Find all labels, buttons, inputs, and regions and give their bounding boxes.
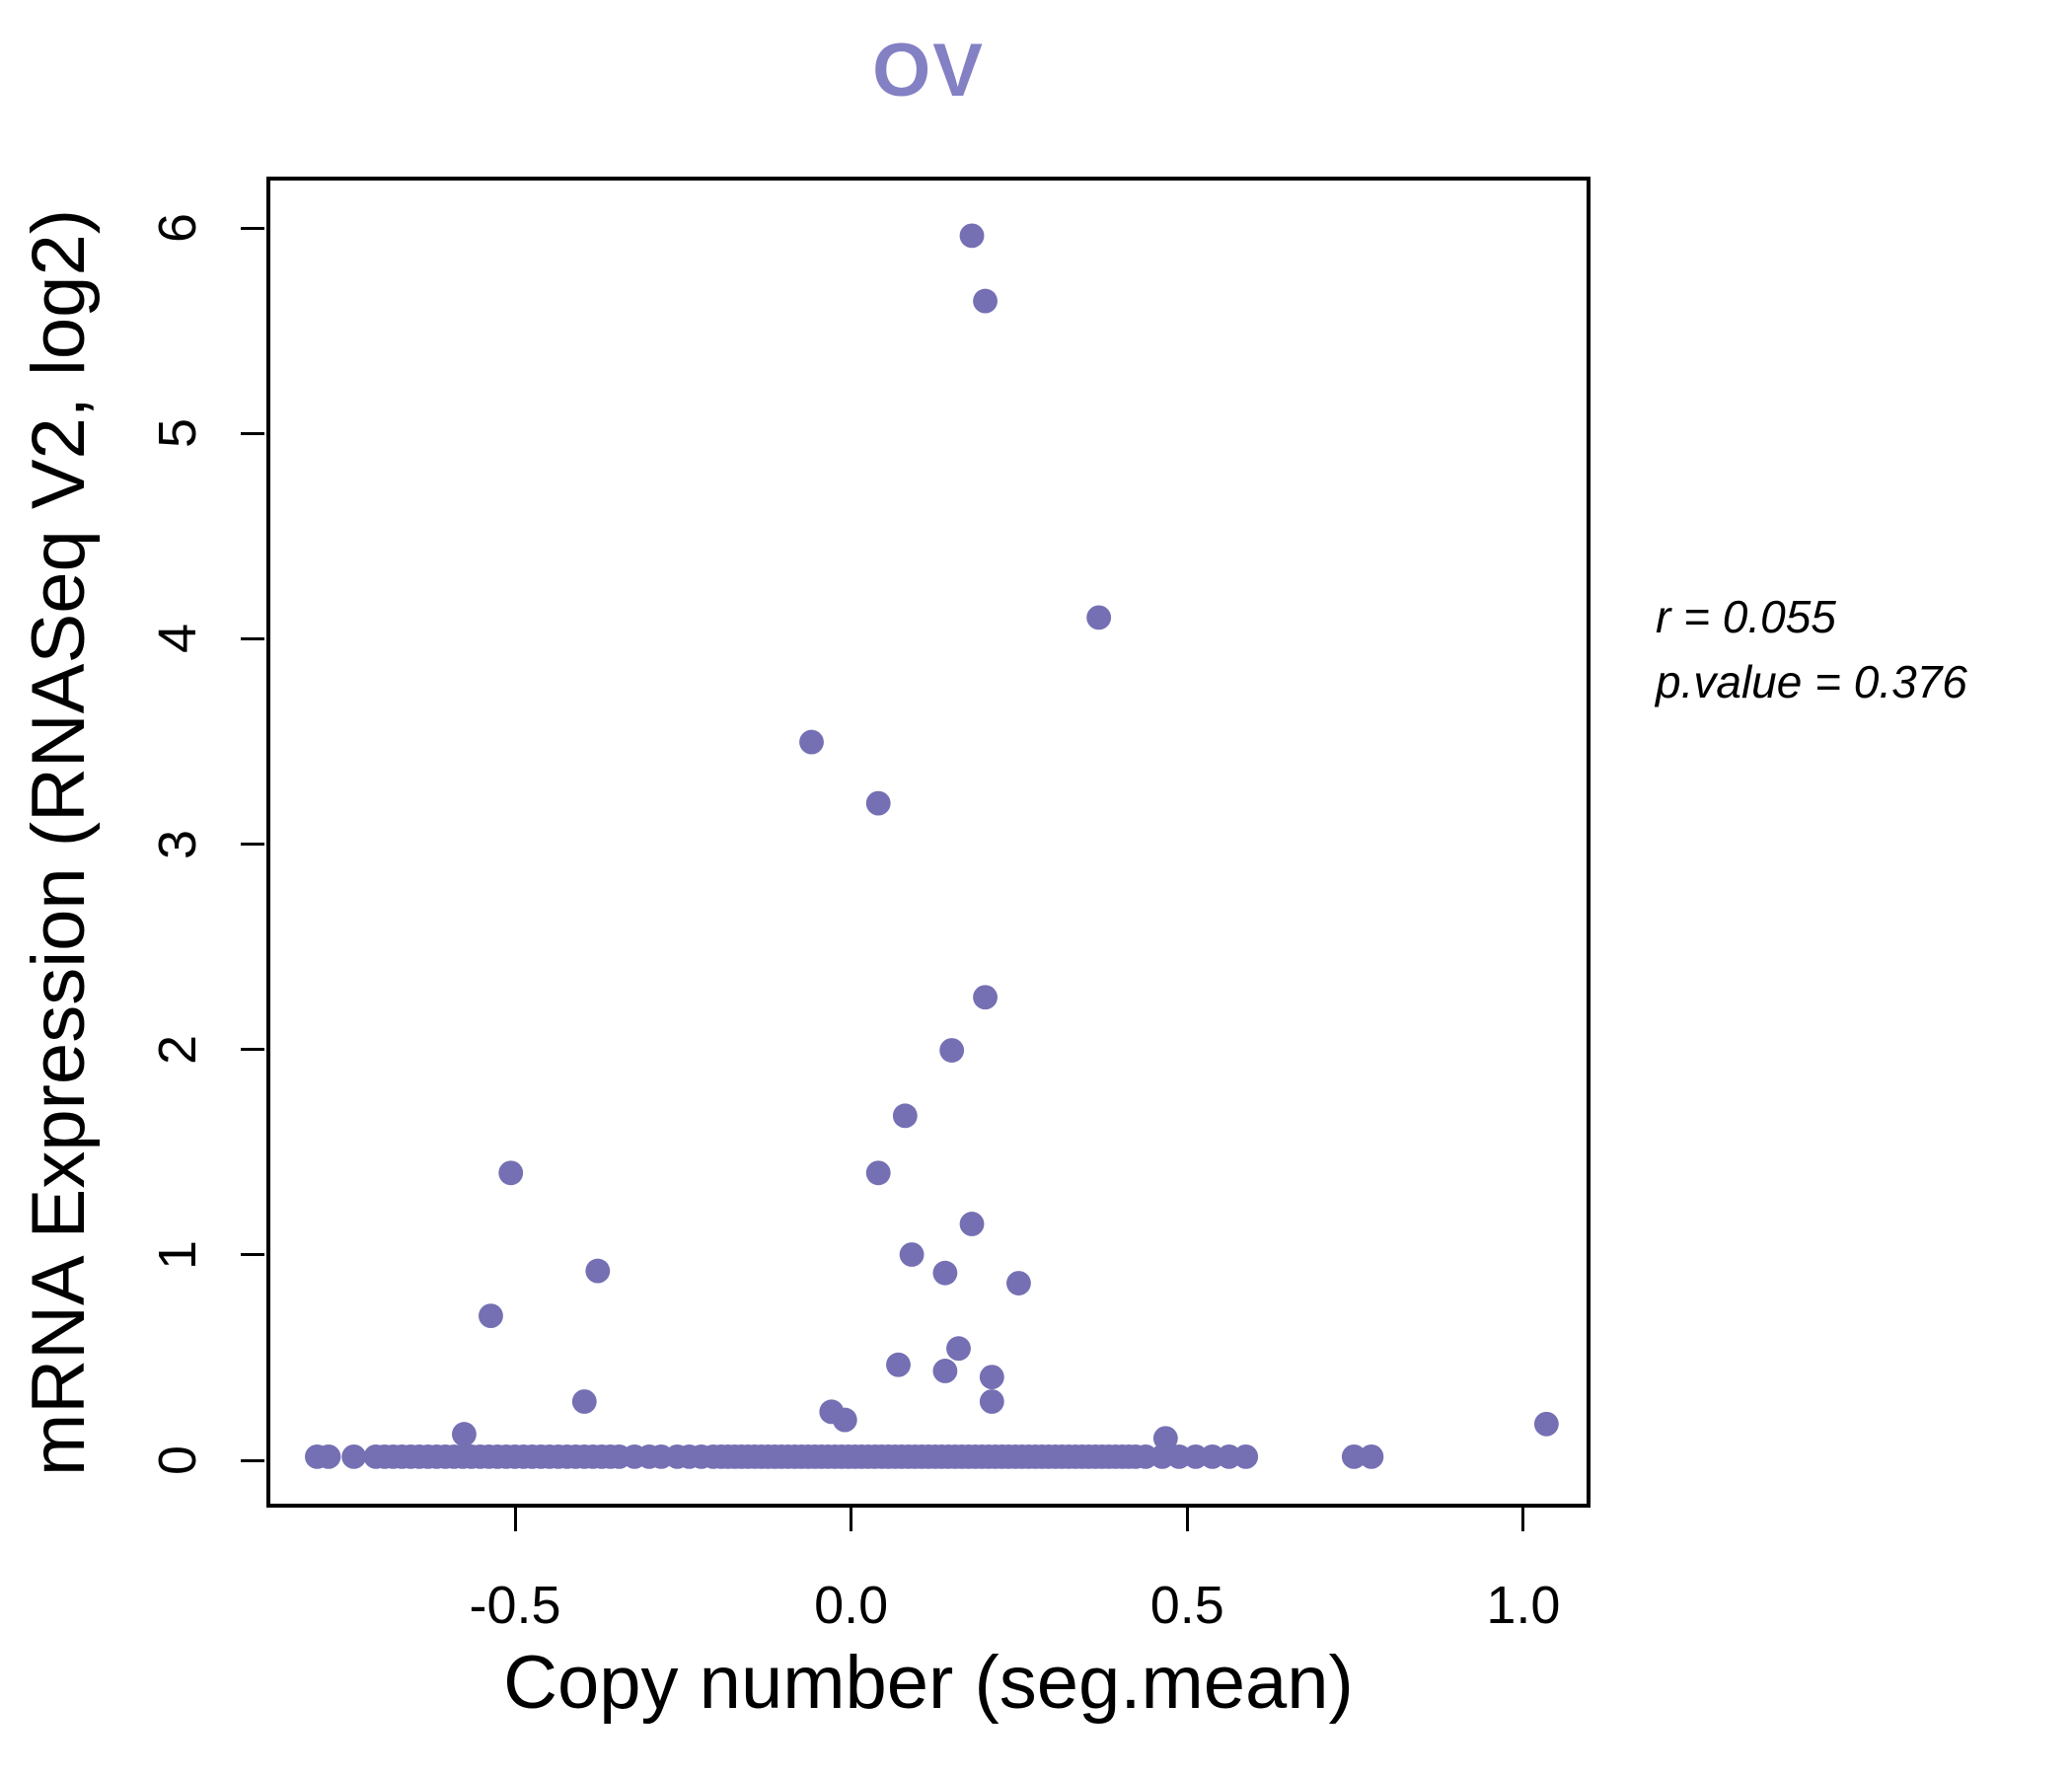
x-tick-label: -0.5 — [469, 1576, 561, 1635]
y-tick-mark — [241, 1048, 264, 1052]
data-point — [892, 1103, 918, 1129]
p-value-text: p.value = 0.376 — [1656, 656, 1967, 707]
data-point — [939, 1038, 965, 1063]
data-point — [979, 1389, 1004, 1414]
data-point — [959, 1212, 985, 1236]
x-tick-label: 1.0 — [1486, 1576, 1561, 1635]
y-tick-label: 3 — [148, 829, 207, 859]
y-tick-mark — [241, 1253, 264, 1257]
data-point — [316, 1443, 341, 1469]
data-point — [959, 223, 985, 249]
data-point — [1341, 1443, 1367, 1469]
x-tick-mark — [850, 1508, 853, 1531]
x-tick-label: 0.0 — [814, 1576, 889, 1635]
data-point — [799, 729, 824, 755]
data-point — [979, 1365, 1004, 1390]
correlation-annotation: r = 0.055 p.value = 0.376 — [1656, 584, 1967, 714]
data-point — [973, 288, 998, 314]
data-point — [1533, 1411, 1559, 1437]
y-tick-mark — [241, 431, 264, 435]
data-point — [865, 790, 891, 816]
data-point — [899, 1242, 925, 1267]
data-point — [341, 1443, 367, 1469]
scatter-canvas — [304, 223, 1559, 1469]
x-tick-mark — [513, 1508, 517, 1531]
x-tick-label: 0.5 — [1149, 1576, 1224, 1635]
data-point — [1149, 1443, 1175, 1469]
y-tick-mark — [241, 1458, 264, 1462]
y-tick-label: 0 — [148, 1445, 207, 1476]
x-tick-mark — [1521, 1508, 1525, 1531]
x-axis-label: Copy number (seg.mean) — [503, 1641, 1354, 1725]
data-point — [932, 1359, 958, 1383]
plot-area — [266, 177, 1591, 1508]
data-point — [1086, 605, 1112, 630]
data-point — [932, 1260, 958, 1286]
y-tick-label: 1 — [148, 1239, 207, 1270]
data-point — [571, 1389, 597, 1414]
x-tick-mark — [1185, 1508, 1189, 1531]
data-point — [1006, 1271, 1031, 1295]
data-point — [946, 1336, 971, 1362]
data-point — [1152, 1426, 1178, 1451]
r-value-text: r = 0.055 — [1656, 591, 1836, 642]
data-point — [886, 1352, 911, 1377]
y-tick-label: 5 — [148, 418, 207, 449]
data-point — [1359, 1443, 1384, 1469]
data-point — [479, 1303, 503, 1329]
y-tick-mark — [241, 843, 264, 847]
y-tick-mark — [241, 636, 264, 640]
data-point — [585, 1258, 611, 1284]
y-axis-label: mRNA Expression (RNASeq V2, log2) — [17, 208, 101, 1477]
y-tick-label: 6 — [148, 213, 207, 244]
data-point — [1233, 1443, 1259, 1469]
y-tick-mark — [241, 226, 264, 230]
y-tick-label: 4 — [148, 624, 207, 654]
plot-title: OV — [872, 29, 985, 112]
data-point — [1217, 1443, 1242, 1469]
data-point — [832, 1407, 857, 1433]
data-point — [865, 1160, 891, 1186]
data-point — [498, 1160, 524, 1186]
data-point — [973, 985, 998, 1010]
y-tick-label: 2 — [148, 1034, 207, 1065]
data-point — [451, 1422, 477, 1447]
